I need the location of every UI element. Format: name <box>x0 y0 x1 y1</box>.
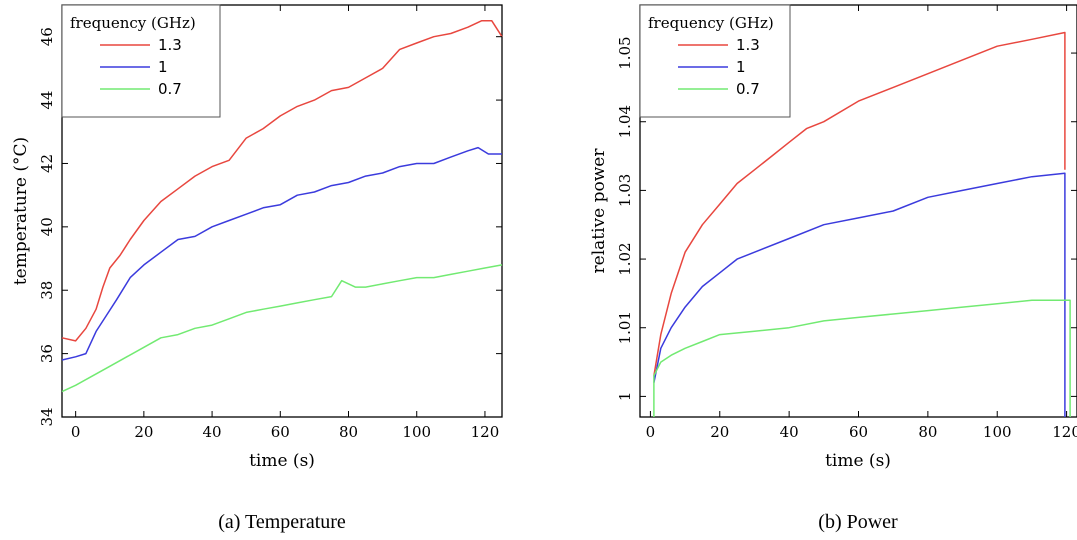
legend-box <box>639 4 791 118</box>
caption: (a) Temperature <box>218 511 346 533</box>
x-axis-label: time (s) <box>825 451 891 471</box>
x-tick-label: 40 <box>780 423 799 441</box>
x-tick-label: 120 <box>1052 423 1077 441</box>
y-tick-label: 1 <box>616 392 634 402</box>
x-tick-label: 60 <box>849 423 868 441</box>
series-line-1.3 <box>61 20 503 342</box>
y-tick-label: 38 <box>38 281 56 300</box>
legend-entry-label: 1.3 <box>158 36 182 54</box>
series-line-0.7 <box>653 299 1071 417</box>
y-tick-label: 1.01 <box>616 311 634 344</box>
y-tick-label: 40 <box>38 217 56 236</box>
legend-title: frequency (GHz) <box>70 14 196 32</box>
y-tick-label: 36 <box>38 344 56 363</box>
plot-frame <box>61 4 503 418</box>
series-line-1.3 <box>653 31 1066 376</box>
x-tick-label: 80 <box>339 423 358 441</box>
series-line-0.7 <box>61 264 503 393</box>
y-axis-label: temperature (°C) <box>11 137 31 285</box>
legend-entry-label: 0.7 <box>736 80 760 98</box>
x-tick-label: 40 <box>203 423 222 441</box>
series-line-1 <box>653 172 1066 417</box>
power-chart: 0 20 40 60 80 100 120 1 1.01 1.02 1.03 1.04 1.05 fr… <box>589 4 1077 533</box>
temperature-chart: 0 20 40 60 80 100 120 34 36 38 40 42 44 46 frequency… <box>11 4 503 533</box>
legend-title: frequency (GHz) <box>648 14 774 32</box>
y-tick-label: 1.03 <box>616 174 634 207</box>
x-tick-label: 20 <box>134 423 153 441</box>
y-tick-label: 34 <box>38 407 56 426</box>
legend-entry-label: 1 <box>158 58 168 76</box>
legend-entry-label: 1.3 <box>736 36 760 54</box>
x-tick-label: 0 <box>71 423 81 441</box>
x-tick-label: 100 <box>983 423 1012 441</box>
y-tick-label: 44 <box>38 91 56 110</box>
x-axis-label: time (s) <box>249 451 315 471</box>
x-tick-label: 100 <box>402 423 431 441</box>
x-tick-label: 60 <box>271 423 290 441</box>
legend-entry-label: 1 <box>736 58 746 76</box>
y-tick-label: 46 <box>38 27 56 46</box>
x-tick-label: 20 <box>710 423 729 441</box>
y-tick-label: 1.05 <box>616 36 634 69</box>
y-tick-label: 1.02 <box>616 242 634 275</box>
legend-entry-label: 0.7 <box>158 80 182 98</box>
caption: (b) Power <box>818 511 898 533</box>
y-axis-label: relative power <box>589 148 609 274</box>
x-tick-label: 0 <box>646 423 656 441</box>
legend-box <box>61 4 221 118</box>
legend: frequency (GHz) 1.3 1 0.7 <box>639 4 791 118</box>
series-line-1 <box>61 146 502 361</box>
x-tick-label: 80 <box>918 423 937 441</box>
legend: frequency (GHz) 1.3 1 0.7 <box>61 4 221 118</box>
y-tick-label: 42 <box>38 154 56 173</box>
x-tick-label: 120 <box>471 423 500 441</box>
y-tick-label: 1.04 <box>616 105 634 138</box>
